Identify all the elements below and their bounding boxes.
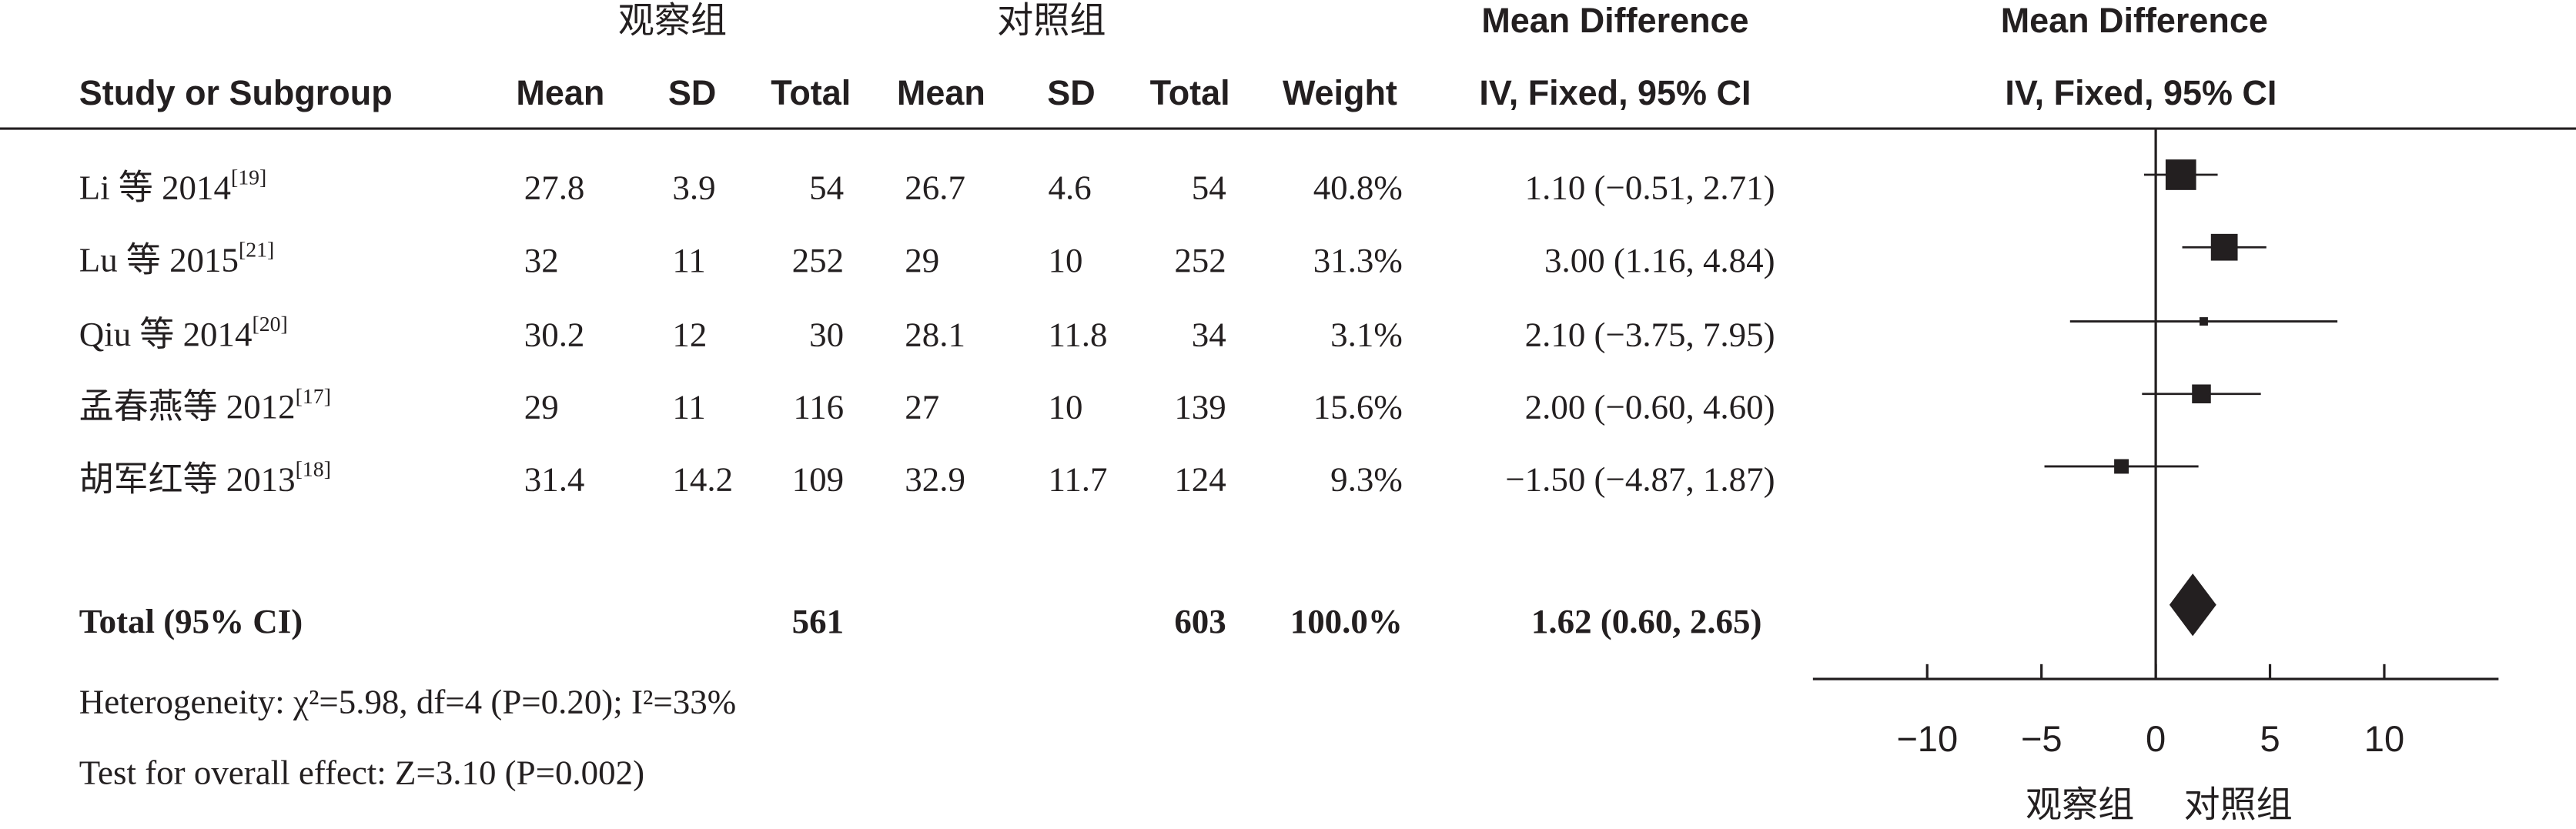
column-header: SD	[1047, 73, 1095, 112]
x-tick-label: 0	[2146, 718, 2166, 759]
sd: 11	[672, 241, 705, 279]
study-label: Li 等 2014	[79, 169, 231, 207]
study-ref: [21]	[239, 239, 274, 262]
column-header: Weight	[1283, 73, 1397, 112]
effect-square	[2165, 159, 2196, 190]
study-name: 孟春燕等 2012[17]	[79, 386, 331, 426]
x-tick-label: 5	[2260, 718, 2280, 759]
sd: 12	[672, 315, 707, 353]
weight: 15.6%	[1313, 387, 1403, 426]
study-label: Lu 等 2015	[79, 241, 239, 279]
total: 139	[1174, 387, 1226, 426]
effect-ci: 2.10 (−3.75, 7.95)	[1525, 315, 1775, 353]
mean: 30.2	[524, 315, 585, 353]
total-n: 603	[1174, 602, 1226, 640]
total-weight: 100.0%	[1290, 602, 1403, 640]
column-header: Total	[1150, 73, 1230, 112]
effect-ci: 2.00 (−0.60, 4.60)	[1525, 387, 1775, 426]
group-header: 观察组	[618, 0, 727, 41]
column-header: Mean	[897, 73, 985, 112]
overall-effect: Test for overall effect: Z=3.10 (P=0.002…	[79, 754, 644, 792]
study-name: 胡军红等 2013[18]	[79, 458, 331, 499]
effect-ci: 1.10 (−0.51, 2.71)	[1525, 169, 1775, 207]
study-name: Qiu 等 2014[20]	[79, 313, 288, 353]
mean: 29	[524, 387, 559, 426]
total: 116	[793, 387, 844, 426]
x-tick-label: 10	[2364, 718, 2404, 759]
study-label: 孟春燕等 2012	[79, 387, 296, 426]
x-tick-label: −10	[1896, 718, 1958, 759]
study-label: Qiu 等 2014	[79, 315, 253, 353]
total: 54	[809, 169, 844, 207]
mean: 27	[905, 387, 939, 426]
weight: 3.1%	[1330, 315, 1403, 353]
total-diamond	[2169, 573, 2216, 637]
total: 124	[1174, 460, 1226, 499]
column-header: Study or Subgroup	[79, 73, 393, 112]
total: 54	[1192, 169, 1226, 207]
effect-square	[2192, 384, 2211, 404]
effect-square	[2210, 233, 2238, 261]
mean: 29	[905, 241, 939, 279]
sd: 4.6	[1049, 169, 1092, 207]
mean: 31.4	[524, 460, 585, 499]
effect-header: IV, Fixed, 95% CI	[1479, 73, 1751, 112]
total-name: Total (95% CI)	[79, 602, 303, 640]
total: 252	[1174, 241, 1226, 279]
sd: 11.8	[1049, 315, 1108, 353]
group-header: 对照组	[997, 0, 1106, 41]
study-label: 胡军红等 2013	[79, 460, 296, 499]
sd: 10	[1049, 241, 1083, 279]
sd: 11	[672, 387, 705, 426]
sd: 10	[1049, 387, 1083, 426]
effect-header: Mean Difference	[1481, 1, 1748, 40]
plot-header: Mean Difference	[2001, 1, 2268, 40]
weight: 9.3%	[1330, 460, 1403, 499]
mean: 27.8	[524, 169, 585, 207]
effect-square	[2199, 317, 2208, 326]
total-n: 561	[792, 602, 844, 640]
total: 252	[792, 241, 844, 279]
study-ref: [18]	[296, 458, 331, 482]
total-ci: 1.62 (0.60, 2.65)	[1531, 602, 1762, 640]
mean: 32.9	[905, 460, 965, 499]
effect-ci: −1.50 (−4.87, 1.87)	[1505, 460, 1775, 499]
total: 109	[792, 460, 844, 499]
study-ref: [20]	[252, 313, 287, 336]
study-name: Lu 等 2015[21]	[79, 239, 275, 279]
mean: 28.1	[905, 315, 965, 353]
sd: 11.7	[1049, 460, 1108, 499]
column-header: Total	[771, 73, 851, 112]
mean: 32	[524, 241, 559, 279]
column-header: SD	[668, 73, 716, 112]
study-ref: [19]	[231, 166, 266, 190]
sd: 3.9	[672, 169, 715, 207]
column-header: Mean	[516, 73, 604, 112]
total: 34	[1192, 315, 1226, 353]
favours-label: 对照组	[2184, 784, 2293, 825]
favours-label: 观察组	[2026, 784, 2134, 825]
x-tick-label: −5	[2021, 718, 2062, 759]
plot-header: IV, Fixed, 95% CI	[2005, 73, 2277, 112]
heterogeneity: Heterogeneity: χ²=5.98, df=4 (P=0.20); I…	[79, 683, 736, 721]
weight: 40.8%	[1313, 169, 1403, 207]
study-ref: [17]	[296, 386, 331, 409]
total: 30	[809, 315, 844, 353]
sd: 14.2	[672, 460, 733, 499]
mean: 26.7	[905, 169, 965, 207]
effect-ci: 3.00 (1.16, 4.84)	[1544, 241, 1775, 279]
effect-square	[2114, 459, 2129, 474]
weight: 31.3%	[1313, 241, 1403, 279]
study-name: Li 等 2014[19]	[79, 166, 267, 207]
